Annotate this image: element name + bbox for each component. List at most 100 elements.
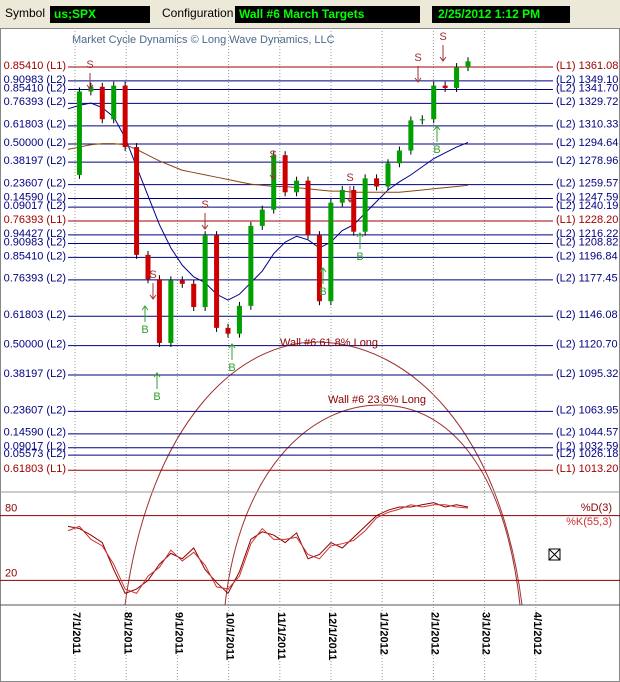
level-fib-label: 0.50000 (L2): [4, 137, 66, 149]
legend-entry: %D(3): [581, 502, 612, 514]
level-fib-label: 0.14590 (L2): [4, 191, 66, 203]
candle: [76, 91, 82, 175]
candle: [351, 189, 357, 232]
candle: [454, 67, 460, 88]
level-price-label: (L2) 1247.59: [556, 191, 618, 203]
level-fib-label: 0.23607 (L2): [4, 178, 66, 190]
signal-arrow: [201, 213, 209, 230]
signal: S: [86, 59, 93, 71]
signal-arrow: [319, 267, 327, 284]
signal-arrow: [433, 125, 441, 142]
symbol-box[interactable]: [50, 6, 150, 23]
level-fib-label: 0.61803 (L2): [4, 309, 66, 321]
signal-arrow: [141, 305, 149, 322]
level-price-label: (L2) 1240.19: [556, 200, 618, 212]
level-price-label: (L2) 1310.33: [556, 119, 618, 131]
signal: B: [228, 362, 235, 374]
wall-annotation: Wall #6 23.6% Long: [328, 394, 426, 406]
date-label: 2/1/2012: [428, 612, 440, 655]
level-price-label: (L2) 1294.64: [556, 137, 618, 149]
candle: [419, 119, 425, 121]
level-fib-label: 0.38197 (L2): [4, 368, 66, 380]
level-fib-label: 0.61803 (L2): [4, 119, 66, 131]
candle: [134, 147, 140, 255]
level-price-label: (L2) 1278.96: [556, 155, 618, 167]
level-price-label: (L2) 1026.18: [556, 448, 618, 460]
candle: [294, 180, 300, 193]
candle: [396, 150, 402, 164]
candle: [374, 178, 380, 187]
date-label: 4/1/2012: [531, 612, 543, 655]
candle: [168, 280, 174, 343]
candle: [111, 85, 117, 120]
wall-arc: [224, 404, 521, 606]
candle: [191, 283, 197, 308]
watermark: Market Cycle Dynamics © Long Wave Dynami…: [72, 34, 335, 46]
stoch-line: [67, 504, 469, 594]
level-price-label: (L2) 1349.10: [556, 74, 618, 86]
candle: [282, 155, 288, 193]
level-price-label: (L2) 1341.70: [556, 82, 618, 94]
level-price-label: (L1) 1228.20: [556, 214, 618, 226]
symbol-value[interactable]: us;SPX: [54, 7, 96, 21]
level-price-label: (L1) 1361.08: [556, 60, 618, 72]
level-price-label: (L2) 1095.32: [556, 368, 618, 380]
signal-arrow: [228, 343, 236, 360]
candle: [122, 85, 128, 148]
level-fib-label: 0.85410 (L1): [4, 60, 66, 72]
candle: [271, 155, 277, 210]
level-fib-label: 0.38197 (L2): [4, 155, 66, 167]
level-fib-label: 0.50000 (L2): [4, 339, 66, 351]
level-price-label: (L2) 1216.22: [556, 228, 618, 240]
signal-arrow: [346, 186, 354, 203]
candle: [179, 280, 185, 284]
level-fib-label: 0.61803 (L1): [4, 463, 66, 475]
candle: [236, 305, 242, 334]
level-fib-label: 0.05573 (L2): [4, 448, 66, 460]
level-price-label: (L2) 1329.72: [556, 96, 618, 108]
level-fib-label: 0.76393 (L2): [4, 273, 66, 285]
level-fib-label: 0.90983 (L2): [4, 74, 66, 86]
signal: B: [153, 391, 160, 403]
candle: [225, 327, 231, 334]
signal-arrow: [153, 372, 161, 389]
signal-arrow: [269, 163, 277, 180]
candle: [362, 178, 368, 232]
signal-arrow: [356, 232, 364, 249]
wall-arc: [124, 341, 523, 606]
level-fib-label: 0.14590 (L2): [4, 427, 66, 439]
candle: [248, 225, 254, 306]
candle: [88, 86, 94, 92]
date-label: 10/1/2011: [224, 612, 236, 660]
moving-average: [67, 102, 469, 301]
candle: [328, 202, 334, 302]
frame: [0, 28, 620, 682]
signal: B: [319, 286, 326, 298]
signal: S: [346, 172, 353, 184]
signal-arrow: [86, 73, 94, 90]
config-value[interactable]: Wall #6 March Targets: [239, 7, 365, 21]
date-label: 1/1/2012: [377, 612, 389, 655]
close-box-cross[interactable]: [548, 548, 561, 561]
level-price-label: (L2) 1208.82: [556, 236, 618, 248]
date-label: 8/1/2011: [121, 612, 133, 654]
candle: [465, 61, 471, 68]
date-label: 12/1/2011: [326, 612, 338, 660]
candle: [408, 120, 414, 151]
signal: B: [356, 251, 363, 263]
level-fib-label: 0.09017 (L2): [4, 200, 66, 212]
level-fib-label: 0.09017 (L2): [4, 441, 66, 453]
candle: [442, 85, 448, 88]
level-price-label: (L2) 1196.84: [556, 250, 618, 262]
signal: S: [439, 31, 446, 43]
config-box[interactable]: [235, 6, 420, 23]
signal: B: [433, 144, 440, 156]
candle: [339, 189, 345, 203]
candle: [145, 254, 151, 280]
level-price-label: (L2) 1120.70: [556, 339, 618, 351]
signal: S: [269, 149, 276, 161]
signal: S: [201, 199, 208, 211]
candle: [99, 86, 105, 120]
date-label: 11/1/2011: [275, 612, 287, 660]
